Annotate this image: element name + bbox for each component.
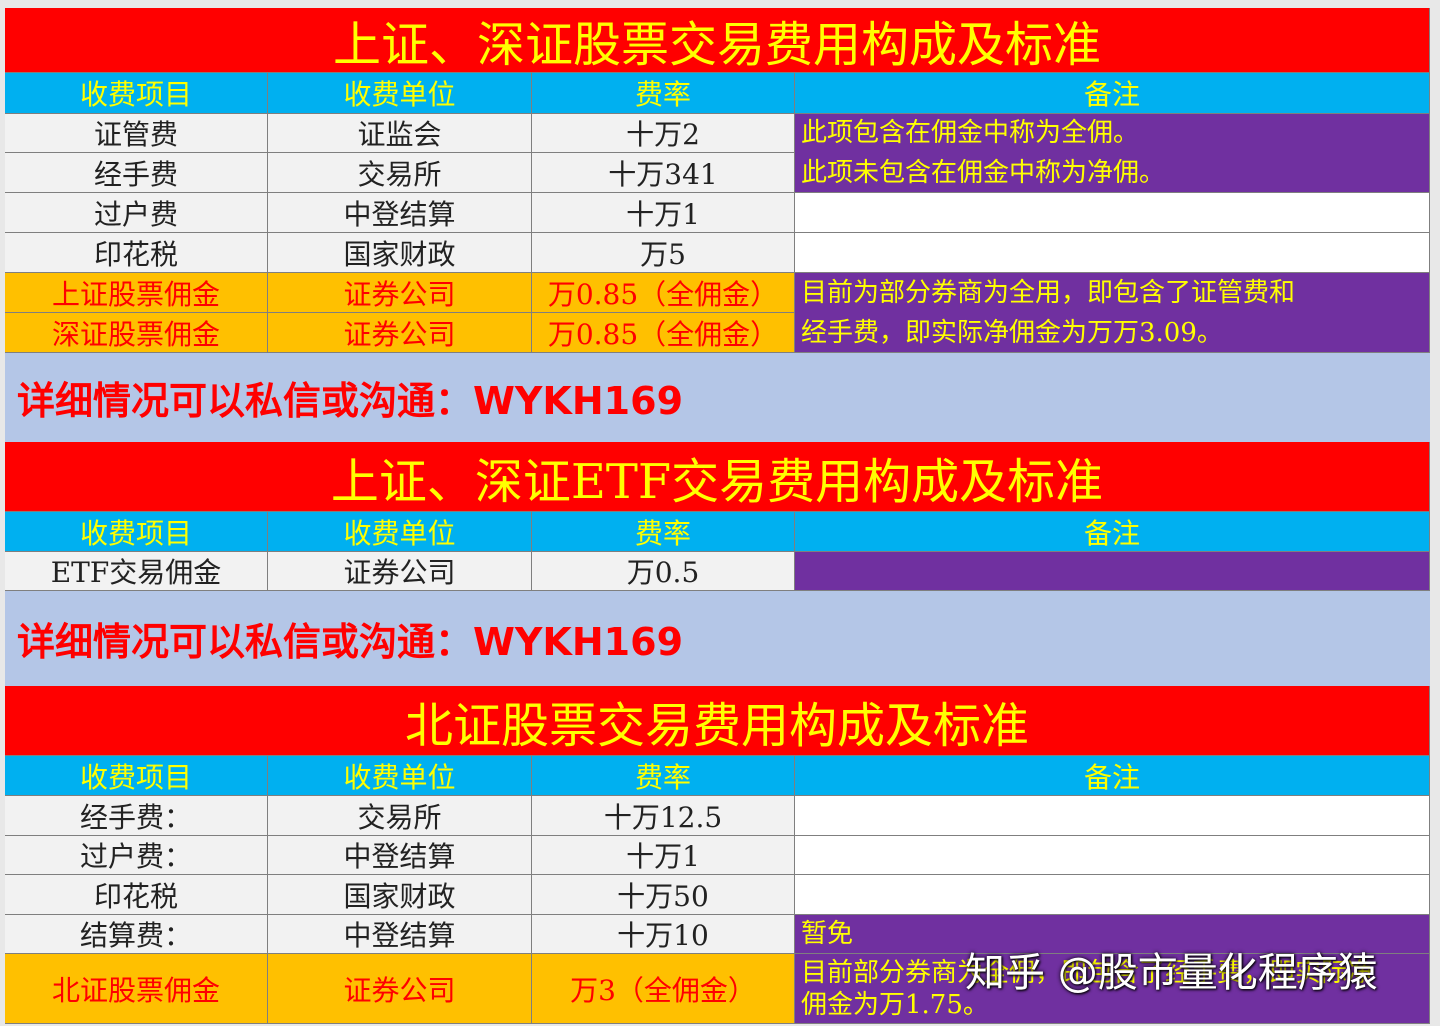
table-cell: 北证股票佣金 <box>5 954 268 1024</box>
contact-banner: 详细情况可以私信或沟通：WYKH169 <box>5 353 1430 442</box>
table-cell: 万5 <box>532 233 795 273</box>
column-header: 备注 <box>795 512 1430 552</box>
column-header: 收费单位 <box>268 73 532 114</box>
table-cell: 中登结算 <box>268 193 532 233</box>
table-cell: 过户费 <box>5 193 268 233</box>
contact-banner: 详细情况可以私信或沟通：WYKH169 <box>5 591 1430 686</box>
table-cell: 上证股票佣金 <box>5 273 268 313</box>
table-cell: 结算费： <box>5 915 268 954</box>
column-header: 备注 <box>795 756 1430 796</box>
table-cell: 万3（全佣金） <box>532 954 795 1024</box>
table-cell: 万0.85（全佣金） <box>532 273 795 313</box>
note-cell <box>795 796 1430 836</box>
table-cell: 十万1 <box>532 193 795 233</box>
table-cell: 印花税 <box>5 875 268 915</box>
table-cell: 十万50 <box>532 875 795 915</box>
table-cell: 交易所 <box>268 796 532 836</box>
table-cell: 国家财政 <box>268 233 532 273</box>
note-line: 佣金为万1.75。 <box>801 989 989 1020</box>
section-title: 上证、深证ETF交易费用构成及标准 <box>5 442 1430 512</box>
table-cell: 证管费 <box>5 114 268 153</box>
column-header: 收费单位 <box>268 512 532 552</box>
table-cell: 万0.85（全佣金） <box>532 313 795 353</box>
column-header: 收费项目 <box>5 756 268 796</box>
table-cell: 印花税 <box>5 233 268 273</box>
note-cell: 此项包含在佣金中称为全佣。 此项未包含在佣金中称为净佣。 <box>795 114 1430 193</box>
column-header: 收费单位 <box>268 756 532 796</box>
note-cell <box>795 836 1430 875</box>
note-line: 目前部分券商为全佣，即包含了经手费，即实际净 <box>801 957 1374 988</box>
table-cell: 中登结算 <box>268 915 532 954</box>
column-header: 收费项目 <box>5 512 268 552</box>
note-line: 暂免 <box>801 919 854 949</box>
note-cell <box>795 233 1430 273</box>
column-header: 备注 <box>795 73 1430 114</box>
table-cell: 证券公司 <box>268 954 532 1024</box>
table-cell: 十万10 <box>532 915 795 954</box>
note-cell: 目前为部分券商为全用，即包含了证管费和 经手费，即实际净佣金为万万3.09。 <box>795 273 1430 353</box>
watermark: 知乎 @股市量化程序猿 <box>965 950 1378 996</box>
table-cell: 中登结算 <box>268 836 532 875</box>
section-title: 上证、深证股票交易费用构成及标准 <box>5 8 1430 73</box>
column-header: 收费项目 <box>5 73 268 114</box>
note-line: 经手费，即实际净佣金为万万3.09。 <box>801 317 1223 348</box>
table-cell: 万0.5 <box>532 552 795 591</box>
table-cell: ETF交易佣金 <box>5 552 268 591</box>
table-cell: 十万341 <box>532 153 795 193</box>
note-line: 此项包含在佣金中称为全佣。 <box>801 118 1140 148</box>
table-cell: 国家财政 <box>268 875 532 915</box>
table-cell: 证券公司 <box>268 552 532 591</box>
table-cell: 证券公司 <box>268 313 532 353</box>
note-line: 此项未包含在佣金中称为净佣。 <box>801 158 1166 188</box>
table-cell: 证监会 <box>268 114 532 153</box>
column-header: 费率 <box>532 756 795 796</box>
column-header: 费率 <box>532 512 795 552</box>
note-cell: 目前部分券商为全佣，即包含了经手费，即实际净 佣金为万1.75。 <box>795 954 1430 1024</box>
table-cell: 十万1 <box>532 836 795 875</box>
note-cell <box>795 875 1430 915</box>
column-header: 费率 <box>532 73 795 114</box>
table-cell: 经手费： <box>5 796 268 836</box>
table-cell: 十万2 <box>532 114 795 153</box>
table-cell: 过户费： <box>5 836 268 875</box>
table-cell: 深证股票佣金 <box>5 313 268 353</box>
table-cell: 十万12.5 <box>532 796 795 836</box>
note-cell <box>795 193 1430 233</box>
table-cell: 经手费 <box>5 153 268 193</box>
table-cell: 证券公司 <box>268 273 532 313</box>
section-title: 北证股票交易费用构成及标准 <box>5 686 1430 756</box>
note-cell: 暂免 <box>795 915 1430 954</box>
table-cell: 交易所 <box>268 153 532 193</box>
note-cell <box>795 552 1430 591</box>
note-line: 目前为部分券商为全用，即包含了证管费和 <box>801 277 1296 308</box>
